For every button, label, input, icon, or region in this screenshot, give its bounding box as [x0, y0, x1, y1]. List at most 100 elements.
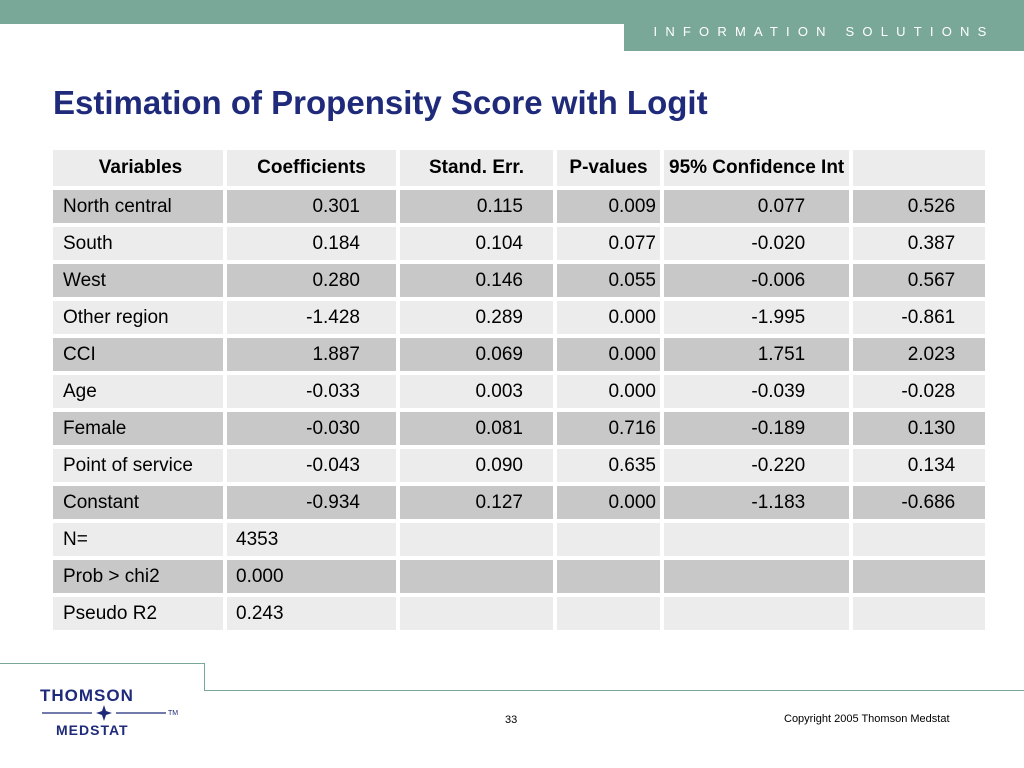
cell-ci-upper: 2.023: [853, 338, 986, 371]
table-row: Prob > chi2 0.000: [53, 560, 986, 593]
cell-p-value: 0.000: [557, 301, 660, 334]
cell-std-err: 0.090: [400, 449, 553, 482]
cell-p-value: 0.077: [557, 227, 660, 260]
table-row: Female -0.030 0.081 0.716 -0.189 0.130: [53, 412, 986, 445]
cell-coefficient: 0.280: [227, 264, 396, 297]
cell-ci-lower: -1.183: [664, 486, 850, 519]
cell-coefficient: -0.934: [227, 486, 396, 519]
cell-ci-lower: -0.220: [664, 449, 850, 482]
cell-p-value: 0.000: [557, 375, 660, 408]
table-row: CCI 1.887 0.069 0.000 1.751 2.023: [53, 338, 986, 371]
cell-variable: Constant: [53, 486, 223, 519]
cell-p-value: 0.635: [557, 449, 660, 482]
col-header-ci: 95% Confidence Int: [664, 150, 850, 186]
table-body: North central 0.301 0.115 0.009 0.077 0.526 So…: [53, 190, 986, 630]
cell-empty: [664, 560, 850, 593]
table-row: N= 4353: [53, 523, 986, 556]
thomson-medstat-logo: THOMSON TM MEDSTAT: [40, 686, 180, 740]
cell-std-err: 0.081: [400, 412, 553, 445]
cell-variable: North central: [53, 190, 223, 223]
col-header-variables: Variables: [53, 150, 223, 186]
cell-std-err: 0.127: [400, 486, 553, 519]
cell-ci-upper: 0.134: [853, 449, 986, 482]
logo-text-bottom: MEDSTAT: [56, 722, 129, 738]
table-row: Point of service -0.043 0.090 0.635 -0.220 0.…: [53, 449, 986, 482]
cell-ci-lower: -0.039: [664, 375, 850, 408]
banner-box: INFORMATION SOLUTIONS: [624, 0, 1024, 51]
cell-variable: Other region: [53, 301, 223, 334]
page-title: Estimation of Propensity Score with Logi…: [53, 84, 708, 121]
cell-empty: [853, 597, 986, 630]
cell-variable: CCI: [53, 338, 223, 371]
table-row: West 0.280 0.146 0.055 -0.006 0.567: [53, 264, 986, 297]
cell-empty: [853, 560, 986, 593]
table-row: North central 0.301 0.115 0.009 0.077 0.526: [53, 190, 986, 223]
star-divider-icon: [42, 705, 166, 721]
cell-p-value: 0.009: [557, 190, 660, 223]
cell-variable: Female: [53, 412, 223, 445]
cell-std-err: 0.146: [400, 264, 553, 297]
copyright-text: Copyright 2005 Thomson Medstat: [784, 713, 950, 725]
cell-coefficient: -1.428: [227, 301, 396, 334]
page-number: 33: [505, 714, 518, 726]
cell-stat-label: Prob > chi2: [53, 560, 223, 593]
logo-text-top: THOMSON: [40, 686, 134, 705]
cell-stat-value: 4353: [227, 523, 396, 556]
footer-rule-left: [0, 663, 205, 664]
cell-empty: [400, 560, 553, 593]
cell-ci-lower: 1.751: [664, 338, 850, 371]
cell-ci-upper: 0.387: [853, 227, 986, 260]
cell-std-err: 0.115: [400, 190, 553, 223]
cell-stat-label: N=: [53, 523, 223, 556]
cell-coefficient: 1.887: [227, 338, 396, 371]
table-header-row: Variables Coefficients Stand. Err. P-val…: [53, 150, 986, 186]
cell-p-value: 0.055: [557, 264, 660, 297]
table-row: Other region -1.428 0.289 0.000 -1.995 -0.861: [53, 301, 986, 334]
table-row: South 0.184 0.104 0.077 -0.020 0.387: [53, 227, 986, 260]
cell-ci-upper: -0.028: [853, 375, 986, 408]
cell-std-err: 0.289: [400, 301, 553, 334]
cell-ci-lower: 0.077: [664, 190, 850, 223]
cell-stat-value: 0.243: [227, 597, 396, 630]
cell-stat-label: Pseudo R2: [53, 597, 223, 630]
cell-empty: [557, 560, 660, 593]
cell-p-value: 0.000: [557, 338, 660, 371]
cell-ci-upper: -0.861: [853, 301, 986, 334]
cell-variable: West: [53, 264, 223, 297]
cell-coefficient: -0.043: [227, 449, 396, 482]
footer-rule-step: [204, 663, 205, 691]
cell-ci-lower: -1.995: [664, 301, 850, 334]
cell-empty: [664, 597, 850, 630]
cell-ci-lower: -0.006: [664, 264, 850, 297]
logit-table: Variables Coefficients Stand. Err. P-val…: [49, 146, 989, 634]
cell-empty: [664, 523, 850, 556]
table-row: Constant -0.934 0.127 0.000 -1.183 -0.686: [53, 486, 986, 519]
cell-coefficient: -0.030: [227, 412, 396, 445]
cell-empty: [557, 597, 660, 630]
col-header-p-values: P-values: [557, 150, 660, 186]
cell-ci-upper: 0.526: [853, 190, 986, 223]
cell-p-value: 0.000: [557, 486, 660, 519]
footer-rule-right: [204, 690, 1024, 691]
cell-empty: [557, 523, 660, 556]
banner-text: INFORMATION SOLUTIONS: [653, 24, 995, 39]
cell-ci-upper: -0.686: [853, 486, 986, 519]
cell-empty: [853, 523, 986, 556]
cell-coefficient: 0.301: [227, 190, 396, 223]
logo-trademark: TM: [168, 710, 179, 717]
col-header-coefficients: Coefficients: [227, 150, 396, 186]
cell-p-value: 0.716: [557, 412, 660, 445]
cell-variable: Point of service: [53, 449, 223, 482]
cell-coefficient: 0.184: [227, 227, 396, 260]
table-row: Pseudo R2 0.243: [53, 597, 986, 630]
cell-std-err: 0.003: [400, 375, 553, 408]
cell-std-err: 0.069: [400, 338, 553, 371]
cell-empty: [400, 523, 553, 556]
col-header-ci-upper: [853, 150, 986, 186]
cell-ci-upper: 0.130: [853, 412, 986, 445]
cell-std-err: 0.104: [400, 227, 553, 260]
cell-empty: [400, 597, 553, 630]
cell-ci-lower: -0.020: [664, 227, 850, 260]
col-header-std-err: Stand. Err.: [400, 150, 553, 186]
cell-stat-value: 0.000: [227, 560, 396, 593]
